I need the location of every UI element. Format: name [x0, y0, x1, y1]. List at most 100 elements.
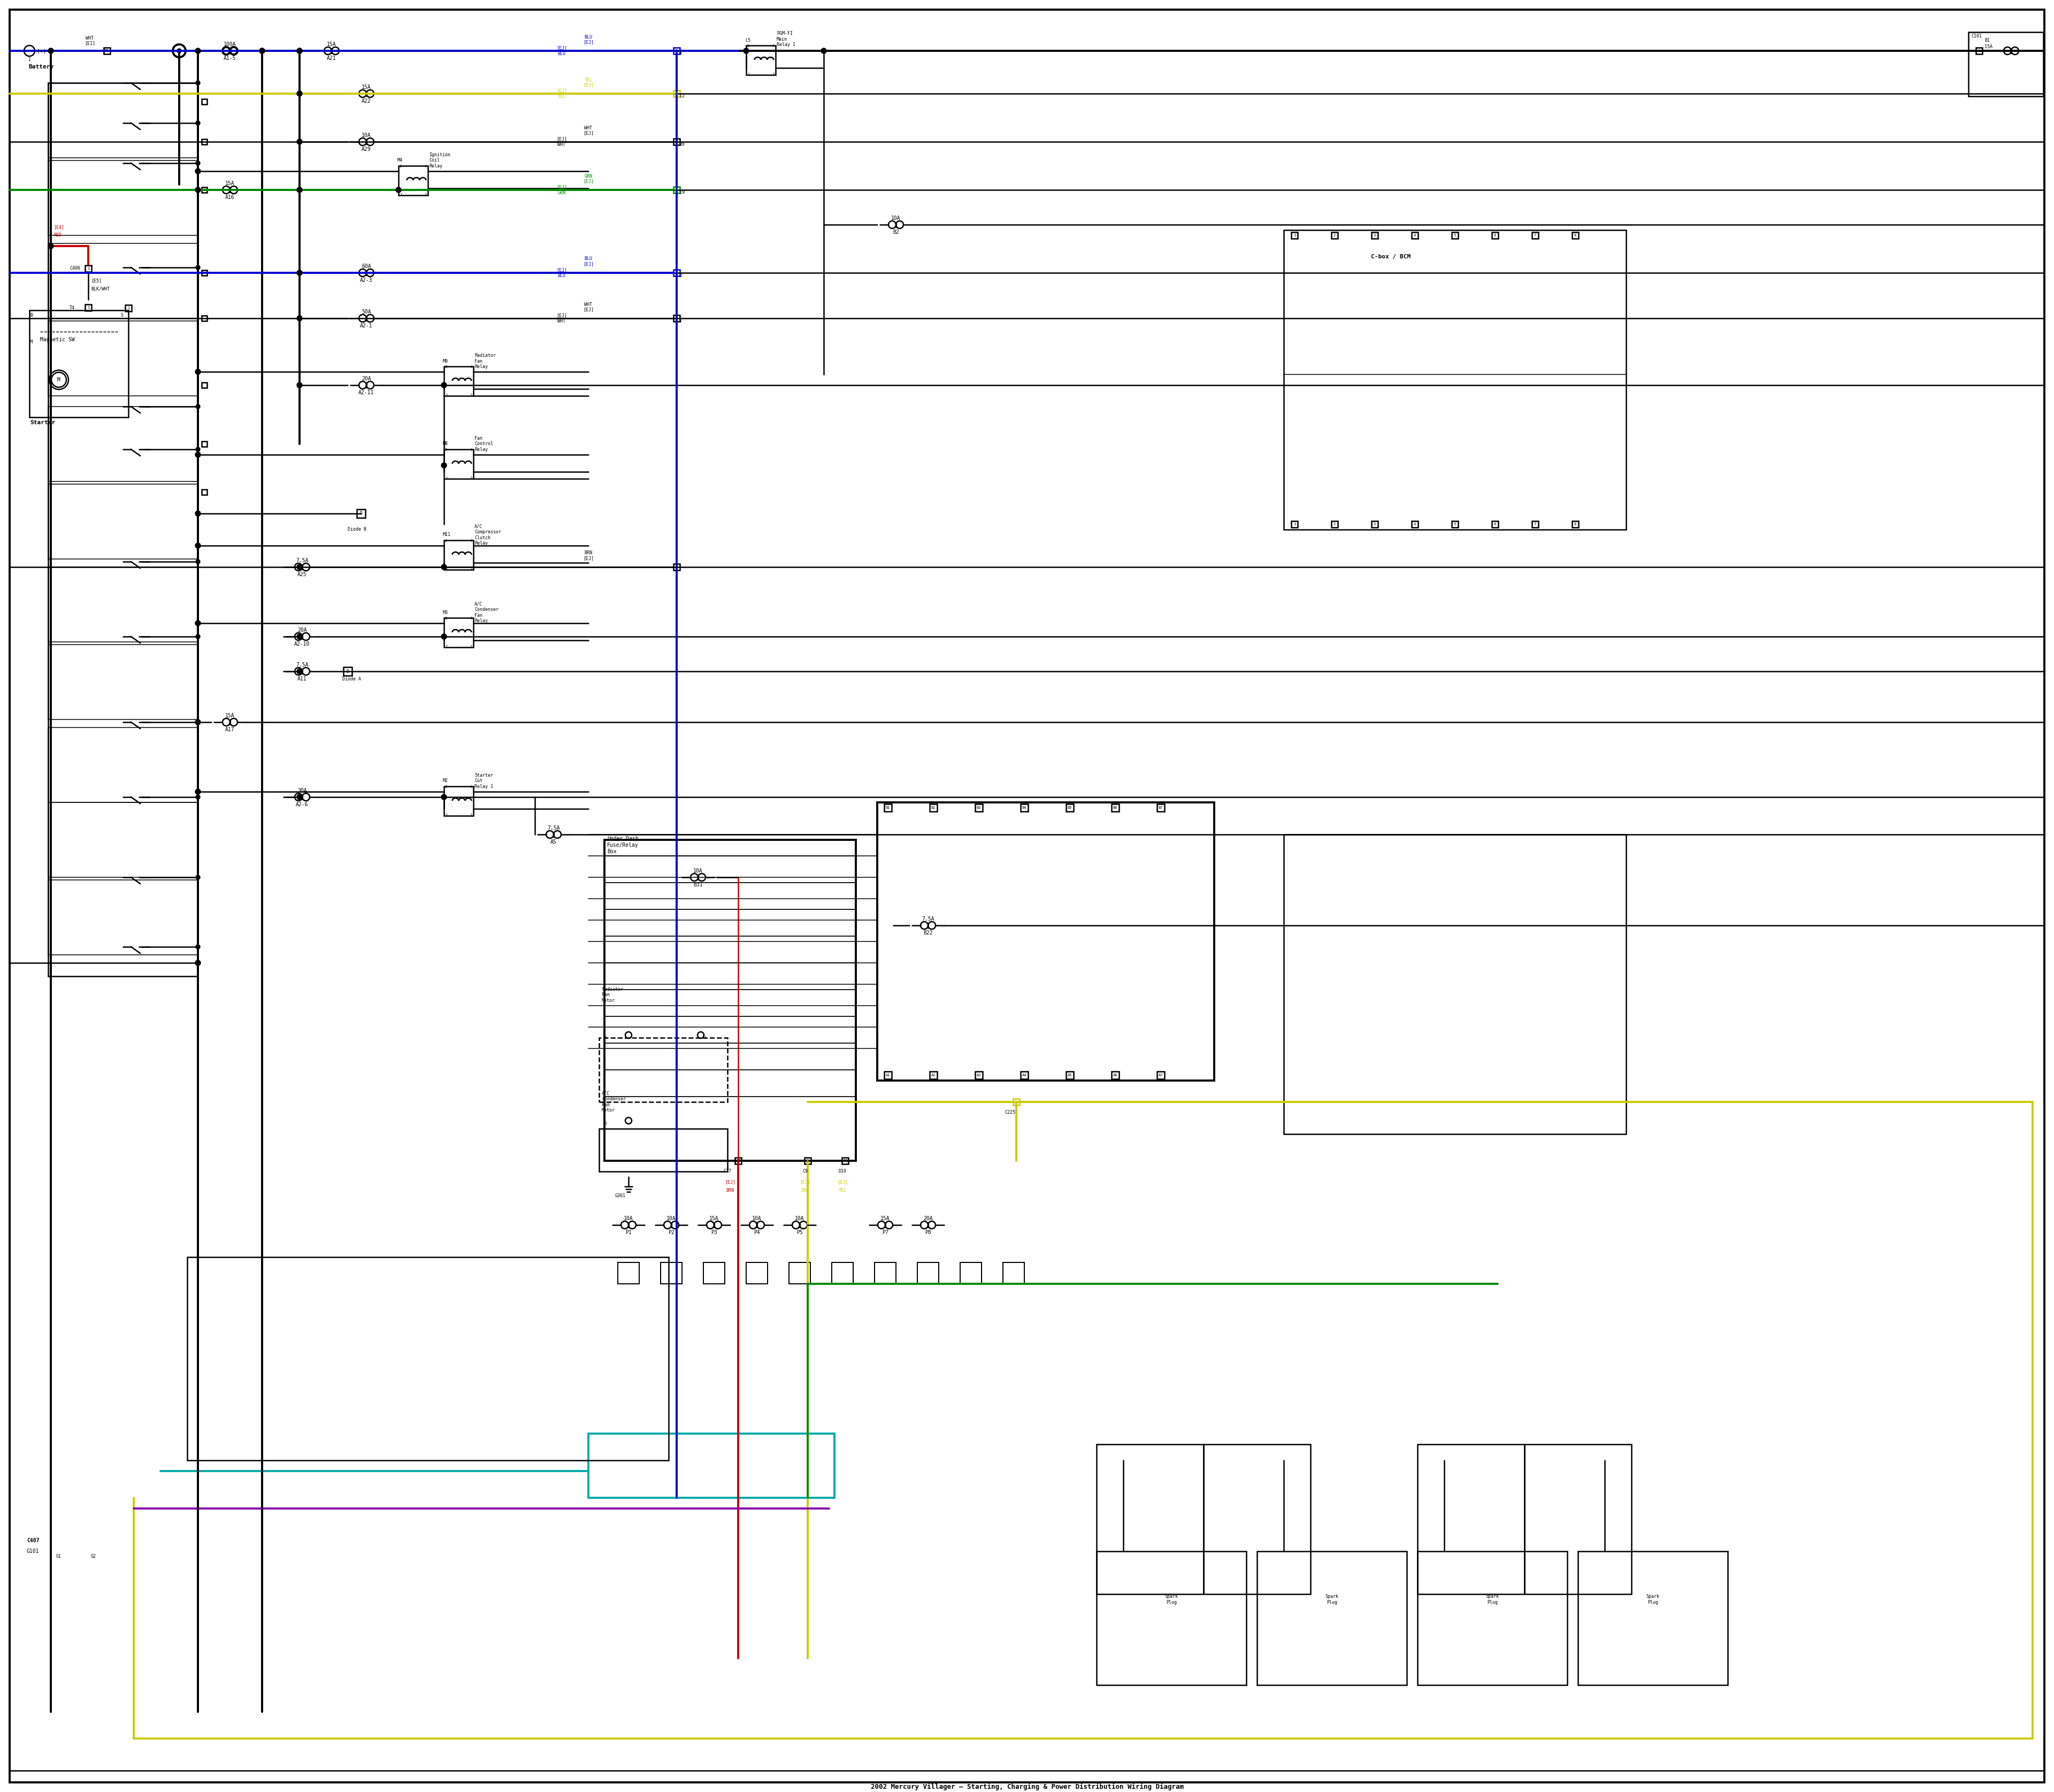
Bar: [201, 382, 207, 387]
Bar: [1411, 233, 1417, 238]
Text: Radiator
Fan
Relay: Radiator Fan Relay: [474, 353, 495, 369]
Text: YEL: YEL: [838, 1188, 846, 1193]
Bar: [201, 441, 207, 446]
Text: D: D: [676, 188, 678, 192]
Text: RED: RED: [53, 233, 62, 238]
Text: 15A: 15A: [362, 84, 372, 90]
Bar: [1013, 1098, 1019, 1106]
Text: A2-3: A2-3: [359, 278, 372, 283]
Circle shape: [442, 564, 446, 570]
Text: A2-1: A2-1: [359, 323, 372, 328]
Bar: [1331, 233, 1337, 238]
Text: ORN: ORN: [801, 1188, 809, 1193]
Circle shape: [396, 186, 401, 192]
Text: Battery: Battery: [29, 65, 53, 70]
Text: 3: 3: [446, 616, 448, 620]
Text: 10A: 10A: [624, 1217, 633, 1220]
Text: B1: B1: [885, 806, 889, 810]
Text: 19: 19: [680, 190, 684, 195]
Text: 7: 7: [1534, 523, 1536, 525]
Bar: [1284, 835, 1627, 1134]
Circle shape: [195, 81, 199, 84]
Text: C407: C407: [27, 1538, 39, 1543]
Bar: [201, 489, 207, 495]
Text: 30A: 30A: [298, 788, 306, 794]
Bar: [1532, 233, 1538, 238]
Text: B31: B31: [694, 882, 702, 887]
Text: B2: B2: [893, 229, 900, 235]
Circle shape: [177, 48, 181, 54]
Text: G2: G2: [90, 1554, 97, 1559]
Bar: [1066, 1072, 1074, 1079]
Bar: [702, 1262, 725, 1283]
Circle shape: [195, 448, 199, 452]
Bar: [1372, 233, 1378, 238]
Bar: [674, 186, 680, 194]
Text: 8: 8: [1573, 233, 1575, 237]
Text: Spark
Plug: Spark Plug: [1325, 1595, 1339, 1604]
Text: C9: C9: [803, 1168, 807, 1174]
Bar: [1532, 521, 1538, 527]
Circle shape: [195, 48, 201, 54]
Bar: [674, 564, 680, 570]
Circle shape: [195, 944, 199, 950]
Circle shape: [298, 315, 302, 321]
Text: 4: 4: [425, 165, 427, 168]
Text: 1: 1: [680, 319, 682, 323]
Bar: [661, 1262, 682, 1283]
Text: 2: 2: [680, 272, 682, 278]
Text: 1: 1: [127, 306, 129, 310]
Text: 2: 2: [470, 568, 472, 572]
Text: 3: 3: [446, 366, 448, 369]
Bar: [47, 645, 197, 719]
Text: 1: 1: [446, 477, 448, 480]
Bar: [47, 728, 197, 803]
Bar: [47, 244, 197, 319]
Bar: [832, 1262, 852, 1283]
Circle shape: [195, 543, 201, 548]
Bar: [1452, 233, 1458, 238]
Text: A6: A6: [1113, 1073, 1117, 1077]
Text: 7.5A: 7.5A: [296, 663, 308, 668]
Text: 2: 2: [1333, 523, 1335, 525]
Text: 4: 4: [470, 785, 472, 788]
Circle shape: [195, 168, 201, 174]
Text: 2002 Mercury Villager — Starting, Charging & Power Distribution Wiring Diagram: 2002 Mercury Villager — Starting, Chargi…: [871, 1783, 1183, 1790]
Circle shape: [195, 559, 199, 564]
Text: T1: T1: [105, 48, 109, 52]
Bar: [1968, 32, 2044, 97]
Circle shape: [195, 369, 201, 375]
Text: Spark
Plug: Spark Plug: [1485, 1595, 1499, 1604]
Text: 4: 4: [772, 45, 774, 48]
Bar: [1292, 233, 1298, 238]
Text: 2: 2: [702, 1036, 707, 1039]
Text: 4: 4: [1413, 233, 1415, 237]
Text: D: D: [347, 668, 349, 674]
Text: 4: 4: [1015, 1100, 1017, 1104]
Bar: [84, 265, 92, 272]
Text: D: D: [359, 511, 362, 516]
Text: A2: A2: [930, 1073, 937, 1077]
Text: B4: B4: [1023, 806, 1027, 810]
Text: 10A: 10A: [795, 1217, 805, 1220]
Text: [EJ]: [EJ]: [725, 1179, 735, 1185]
Text: D: D: [676, 566, 678, 568]
Text: 10A: 10A: [752, 1217, 762, 1220]
Bar: [600, 1129, 727, 1172]
Text: M: M: [31, 340, 33, 344]
Text: 6: 6: [1493, 233, 1495, 237]
Text: 4: 4: [470, 366, 472, 369]
Bar: [1372, 521, 1378, 527]
Bar: [343, 667, 351, 676]
Text: BRN: BRN: [585, 550, 592, 556]
Circle shape: [298, 271, 302, 276]
Text: [EJ]
GRN: [EJ] GRN: [557, 185, 567, 195]
Bar: [789, 1262, 811, 1283]
Bar: [187, 1256, 670, 1460]
Bar: [600, 1038, 727, 1102]
Text: 1: 1: [401, 194, 403, 197]
Text: M11: M11: [444, 532, 452, 538]
Text: 4: 4: [470, 616, 472, 620]
Text: 3: 3: [748, 45, 750, 48]
Text: A4: A4: [1023, 1073, 1027, 1077]
